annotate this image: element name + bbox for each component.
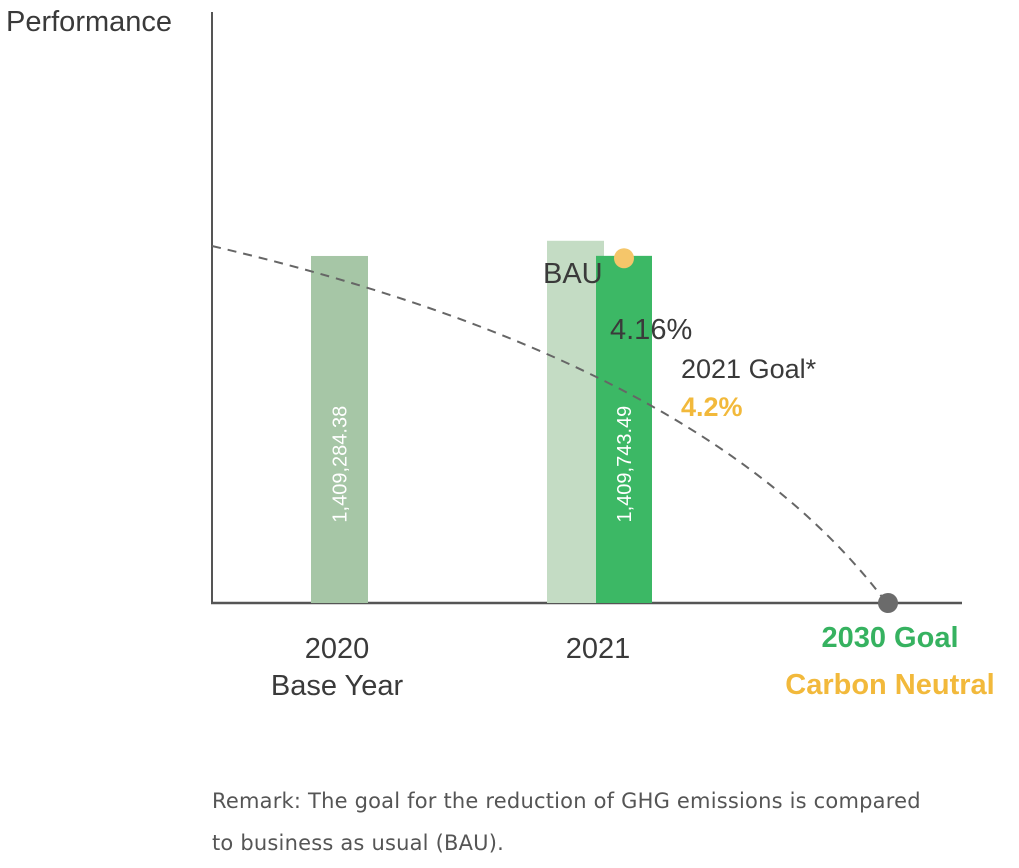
goal-2021-value: 4.2% [681,392,743,422]
reduction-pct-label: 4.16% [610,314,693,346]
x-tick-sublabel: Base Year [270,670,404,702]
x-tick-year: 2021 [565,633,631,665]
bau-label: BAU [543,258,603,290]
goal-2030-label: 2030 Goal [821,622,959,654]
carbon-neutral-label: Carbon Neutral [785,669,995,701]
x-tick-2020: 2020 Base Year [257,631,417,705]
x-tick-year: 2020 [304,633,370,665]
x-tick-2021: 2021 [518,631,678,668]
bar-2020-base-year [311,255,368,603]
bar-2021-bau [547,240,604,604]
remark-line: Remark: The goal for the reduction of GH… [212,789,921,813]
remark-line: to business as usual (BAU). [212,831,504,855]
goal-2021-label: 2021 Goal* [681,354,817,384]
bar-value-label: 1,409,743.49 [614,406,636,523]
trend-line [211,245,883,598]
remark-note: Remark: The goal for the reduction of GH… [212,780,921,864]
goal-2030-marker [878,593,898,613]
bar-2021-actual [596,255,652,604]
goal-2021-marker [614,248,634,269]
y-axis-label: Performance [6,6,173,38]
bar-value-label: 1,409,284.38 [330,406,352,523]
